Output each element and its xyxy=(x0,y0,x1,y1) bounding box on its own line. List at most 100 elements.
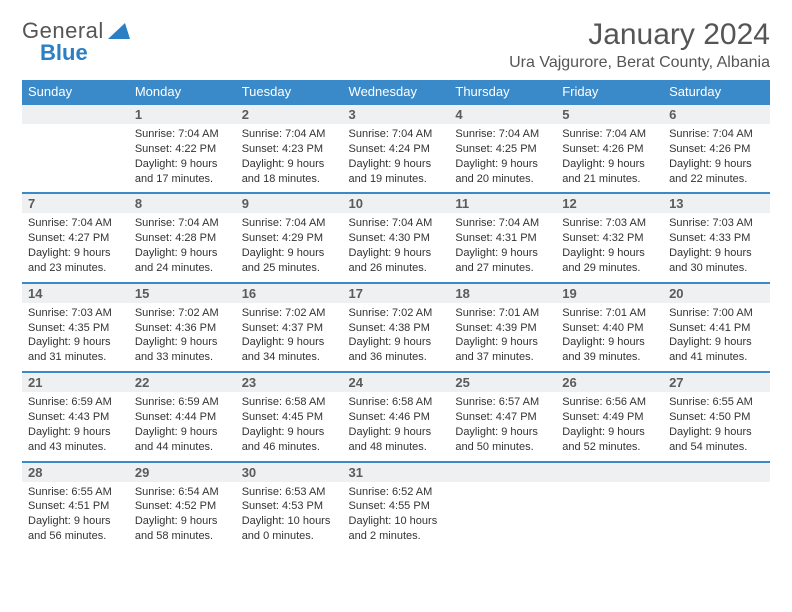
fact-day1: Daylight: 9 hours xyxy=(455,335,550,350)
fact-sunrise: Sunrise: 7:04 AM xyxy=(28,216,123,231)
fact-day1: Daylight: 9 hours xyxy=(242,157,337,172)
fact-day2: and 31 minutes. xyxy=(28,350,123,365)
day-facts: Sunrise: 7:02 AMSunset: 4:38 PMDaylight:… xyxy=(343,303,450,371)
fact-day2: and 30 minutes. xyxy=(669,261,764,276)
fact-sunset: Sunset: 4:32 PM xyxy=(562,231,657,246)
fact-sunset: Sunset: 4:45 PM xyxy=(242,410,337,425)
day-number-cell: 22 xyxy=(129,372,236,392)
fact-sunset: Sunset: 4:49 PM xyxy=(562,410,657,425)
day-facts-cell xyxy=(22,124,129,193)
fact-day2: and 23 minutes. xyxy=(28,261,123,276)
fact-day2: and 46 minutes. xyxy=(242,440,337,455)
fact-sunset: Sunset: 4:30 PM xyxy=(349,231,444,246)
fact-sunset: Sunset: 4:41 PM xyxy=(669,321,764,336)
fact-day2: and 27 minutes. xyxy=(455,261,550,276)
dow-mon: Monday xyxy=(129,80,236,104)
day-number-cell: 12 xyxy=(556,193,663,213)
fact-sunrise: Sunrise: 6:55 AM xyxy=(28,485,123,500)
day-number: 20 xyxy=(669,286,683,301)
day-facts-cell: Sunrise: 7:04 AMSunset: 4:26 PMDaylight:… xyxy=(556,124,663,193)
fact-day1: Daylight: 10 hours xyxy=(349,514,444,529)
day-number: 7 xyxy=(28,196,35,211)
day-number-cell: 17 xyxy=(343,283,450,303)
day-facts-cell: Sunrise: 7:04 AMSunset: 4:30 PMDaylight:… xyxy=(343,213,450,282)
day-number: 21 xyxy=(28,375,42,390)
day-facts-cell: Sunrise: 6:56 AMSunset: 4:49 PMDaylight:… xyxy=(556,392,663,461)
day-facts-cell: Sunrise: 7:01 AMSunset: 4:40 PMDaylight:… xyxy=(556,303,663,372)
calendar-head: Sunday Monday Tuesday Wednesday Thursday… xyxy=(22,80,770,104)
day-facts: Sunrise: 7:04 AMSunset: 4:30 PMDaylight:… xyxy=(343,213,450,281)
day-facts: Sunrise: 6:53 AMSunset: 4:53 PMDaylight:… xyxy=(236,482,343,550)
day-number-cell: 16 xyxy=(236,283,343,303)
fact-day1: Daylight: 9 hours xyxy=(669,335,764,350)
day-number-cell: 26 xyxy=(556,372,663,392)
day-number: 1 xyxy=(135,107,142,122)
fact-sunrise: Sunrise: 6:52 AM xyxy=(349,485,444,500)
dow-tue: Tuesday xyxy=(236,80,343,104)
day-number: 9 xyxy=(242,196,249,211)
day-number-cell: 29 xyxy=(129,462,236,482)
day-number-cell: 18 xyxy=(449,283,556,303)
week-daynum-row: 28293031 xyxy=(22,462,770,482)
fact-sunset: Sunset: 4:37 PM xyxy=(242,321,337,336)
day-facts: Sunrise: 7:04 AMSunset: 4:24 PMDaylight:… xyxy=(343,124,450,192)
day-facts-cell: Sunrise: 7:04 AMSunset: 4:31 PMDaylight:… xyxy=(449,213,556,282)
day-number: 17 xyxy=(349,286,363,301)
day-number-cell: 28 xyxy=(22,462,129,482)
week-daynum-row: 14151617181920 xyxy=(22,283,770,303)
day-facts: Sunrise: 7:03 AMSunset: 4:35 PMDaylight:… xyxy=(22,303,129,371)
fact-sunrise: Sunrise: 7:04 AM xyxy=(562,127,657,142)
fact-sunrise: Sunrise: 7:04 AM xyxy=(455,127,550,142)
day-number-cell: 4 xyxy=(449,104,556,124)
fact-day2: and 43 minutes. xyxy=(28,440,123,455)
fact-day1: Daylight: 9 hours xyxy=(135,514,230,529)
day-facts-cell: Sunrise: 7:04 AMSunset: 4:25 PMDaylight:… xyxy=(449,124,556,193)
day-facts xyxy=(556,482,663,506)
day-number-cell: 11 xyxy=(449,193,556,213)
fact-day1: Daylight: 9 hours xyxy=(28,514,123,529)
day-number-cell: 5 xyxy=(556,104,663,124)
fact-sunrise: Sunrise: 6:58 AM xyxy=(242,395,337,410)
day-facts: Sunrise: 7:04 AMSunset: 4:27 PMDaylight:… xyxy=(22,213,129,281)
fact-sunrise: Sunrise: 7:03 AM xyxy=(669,216,764,231)
fact-sunset: Sunset: 4:50 PM xyxy=(669,410,764,425)
day-facts-cell xyxy=(663,482,770,550)
fact-day2: and 36 minutes. xyxy=(349,350,444,365)
fact-sunrise: Sunrise: 7:02 AM xyxy=(135,306,230,321)
day-facts-cell: Sunrise: 7:03 AMSunset: 4:35 PMDaylight:… xyxy=(22,303,129,372)
day-number: 6 xyxy=(669,107,676,122)
fact-sunset: Sunset: 4:33 PM xyxy=(669,231,764,246)
day-facts: Sunrise: 6:59 AMSunset: 4:44 PMDaylight:… xyxy=(129,392,236,460)
day-facts: Sunrise: 6:55 AMSunset: 4:50 PMDaylight:… xyxy=(663,392,770,460)
fact-day2: and 24 minutes. xyxy=(135,261,230,276)
brand-blue: Blue xyxy=(40,40,88,65)
week-daynum-row: 78910111213 xyxy=(22,193,770,213)
day-number-cell: 20 xyxy=(663,283,770,303)
day-number: 12 xyxy=(562,196,576,211)
day-number-cell: 14 xyxy=(22,283,129,303)
fact-sunrise: Sunrise: 7:04 AM xyxy=(349,216,444,231)
fact-day2: and 20 minutes. xyxy=(455,172,550,187)
fact-sunset: Sunset: 4:55 PM xyxy=(349,499,444,514)
day-facts: Sunrise: 7:02 AMSunset: 4:36 PMDaylight:… xyxy=(129,303,236,371)
day-number: 3 xyxy=(349,107,356,122)
fact-day1: Daylight: 9 hours xyxy=(349,246,444,261)
day-number: 29 xyxy=(135,465,149,480)
day-number-cell: 7 xyxy=(22,193,129,213)
page-title: January 2024 xyxy=(509,18,770,52)
fact-sunset: Sunset: 4:46 PM xyxy=(349,410,444,425)
fact-day2: and 52 minutes. xyxy=(562,440,657,455)
day-number: 27 xyxy=(669,375,683,390)
fact-sunset: Sunset: 4:47 PM xyxy=(455,410,550,425)
day-number-cell: 8 xyxy=(129,193,236,213)
day-facts-cell: Sunrise: 7:04 AMSunset: 4:26 PMDaylight:… xyxy=(663,124,770,193)
day-facts-cell: Sunrise: 7:02 AMSunset: 4:37 PMDaylight:… xyxy=(236,303,343,372)
fact-day1: Daylight: 9 hours xyxy=(455,157,550,172)
fact-sunrise: Sunrise: 7:04 AM xyxy=(135,127,230,142)
fact-day1: Daylight: 9 hours xyxy=(28,335,123,350)
day-number: 28 xyxy=(28,465,42,480)
day-number: 18 xyxy=(455,286,469,301)
fact-sunrise: Sunrise: 6:58 AM xyxy=(349,395,444,410)
fact-sunrise: Sunrise: 6:53 AM xyxy=(242,485,337,500)
day-number-cell: 31 xyxy=(343,462,450,482)
